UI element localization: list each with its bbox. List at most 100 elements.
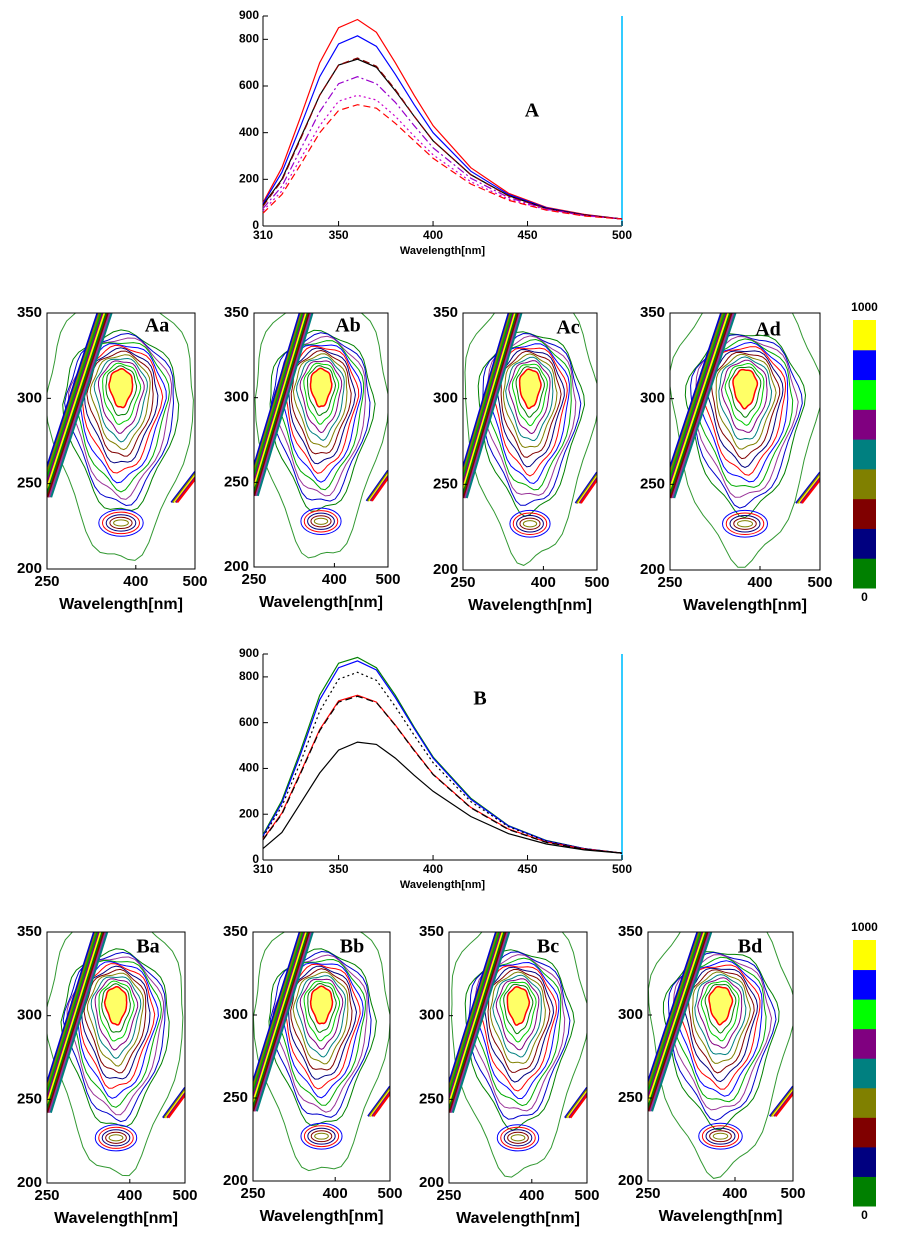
scatter-band [670, 313, 732, 498]
contour-line [292, 971, 349, 1065]
x-tick-label: 400 [423, 228, 443, 242]
contour-line [684, 333, 807, 519]
contour-plot [253, 932, 390, 1172]
contour-line [296, 975, 347, 1058]
y-tick-label: 250 [223, 1089, 248, 1106]
y-tick-label: 350 [419, 923, 444, 940]
y-tick-label: 300 [224, 389, 249, 406]
contour-line [505, 356, 554, 442]
scatter-band [770, 1086, 793, 1117]
contour-line [307, 1127, 336, 1145]
contour-line [299, 360, 343, 434]
y-tick-label: 800 [239, 32, 259, 46]
scatter-band [371, 476, 388, 502]
contour-line [729, 515, 761, 533]
contour-line [254, 313, 388, 559]
scatter-band [254, 313, 309, 496]
scatter-band [449, 932, 506, 1113]
x-axis-label: Wavelength[nm] [59, 596, 183, 613]
scatter-band [47, 932, 101, 1102]
contour-line [503, 1129, 533, 1147]
contour-line [489, 971, 546, 1064]
scatter-band [174, 475, 195, 504]
contour-line [690, 334, 803, 509]
scatter-band [648, 932, 706, 1106]
contour-line [492, 974, 542, 1058]
contour-line [299, 978, 344, 1050]
scatter-band [798, 474, 820, 504]
scatter-band [769, 1085, 793, 1117]
contour-line [503, 983, 534, 1035]
scatter-band [771, 1088, 793, 1117]
x-tick-label: 400 [323, 1185, 348, 1202]
y-tick-label: 350 [433, 304, 458, 321]
color-swatch [853, 940, 876, 971]
color-swatch [853, 1117, 876, 1148]
scatter-band [670, 313, 723, 471]
contour-line [83, 968, 147, 1074]
x-tick-label: 500 [172, 1187, 197, 1204]
scatter-band [47, 313, 108, 497]
y-tick-label: 900 [239, 646, 259, 660]
contour-plot [47, 932, 185, 1177]
contour-line [105, 365, 138, 417]
contour-plot [254, 313, 388, 559]
scatter-band [253, 932, 306, 1101]
panel-label: Ba [136, 936, 159, 958]
x-axis-label: Wavelength[nm] [659, 1208, 783, 1225]
contour-line [506, 986, 531, 1026]
scatter-band [368, 472, 388, 502]
contour-line [314, 1132, 329, 1140]
contour-line [310, 1130, 333, 1143]
scatter-band [367, 1085, 390, 1117]
x-tick-label: 500 [182, 573, 207, 590]
panel-label: Ac [556, 317, 579, 339]
y-tick-label: 200 [419, 1174, 444, 1191]
contour-line [519, 517, 541, 530]
scatter-band [451, 932, 511, 1114]
contour-line [98, 509, 144, 537]
x-tick-label: 500 [780, 1185, 805, 1202]
scatter-band [254, 313, 308, 491]
contour-line [64, 332, 175, 507]
scatter-band [253, 932, 303, 1091]
contour-line [102, 362, 142, 426]
scatter-band [566, 1089, 587, 1119]
contour-line [307, 982, 337, 1033]
scatter-band [463, 313, 518, 498]
panel-label: Bc [537, 936, 559, 958]
contour-line [94, 1124, 138, 1152]
contour-line [62, 329, 180, 512]
contour-line [94, 978, 139, 1051]
scatter-band [173, 473, 195, 504]
x-tick-label: 310 [253, 228, 273, 242]
scatter-band [564, 1087, 587, 1119]
contour-line [270, 332, 371, 502]
contour-line [467, 951, 571, 1120]
contour-line [268, 948, 377, 1127]
contour-line [709, 1130, 732, 1143]
colorbar-label: 1000 [851, 300, 878, 314]
contour-line [98, 360, 145, 434]
scatter-band [648, 932, 704, 1101]
scatter-band [795, 471, 820, 504]
scatter-band [670, 313, 726, 482]
x-tick-label: 250 [450, 574, 475, 591]
scatter-band [47, 932, 102, 1108]
contour-line [300, 1122, 343, 1150]
panel-label: Aa [145, 315, 169, 337]
contour-line [705, 1127, 736, 1145]
panel-label: Ad [755, 319, 781, 341]
contour-line [698, 1122, 743, 1150]
scatter-band [256, 313, 314, 497]
x-tick-label: 400 [123, 573, 148, 590]
scatter-band [449, 932, 501, 1097]
scatter-band [463, 313, 520, 499]
contour-line [109, 516, 133, 530]
y-tick-label: 250 [618, 1089, 643, 1106]
scatter-band [47, 932, 105, 1114]
colorbar-label: 0 [861, 1208, 868, 1222]
contour-plot [463, 313, 597, 566]
contour-line [516, 515, 544, 533]
scatter-band [648, 932, 699, 1085]
